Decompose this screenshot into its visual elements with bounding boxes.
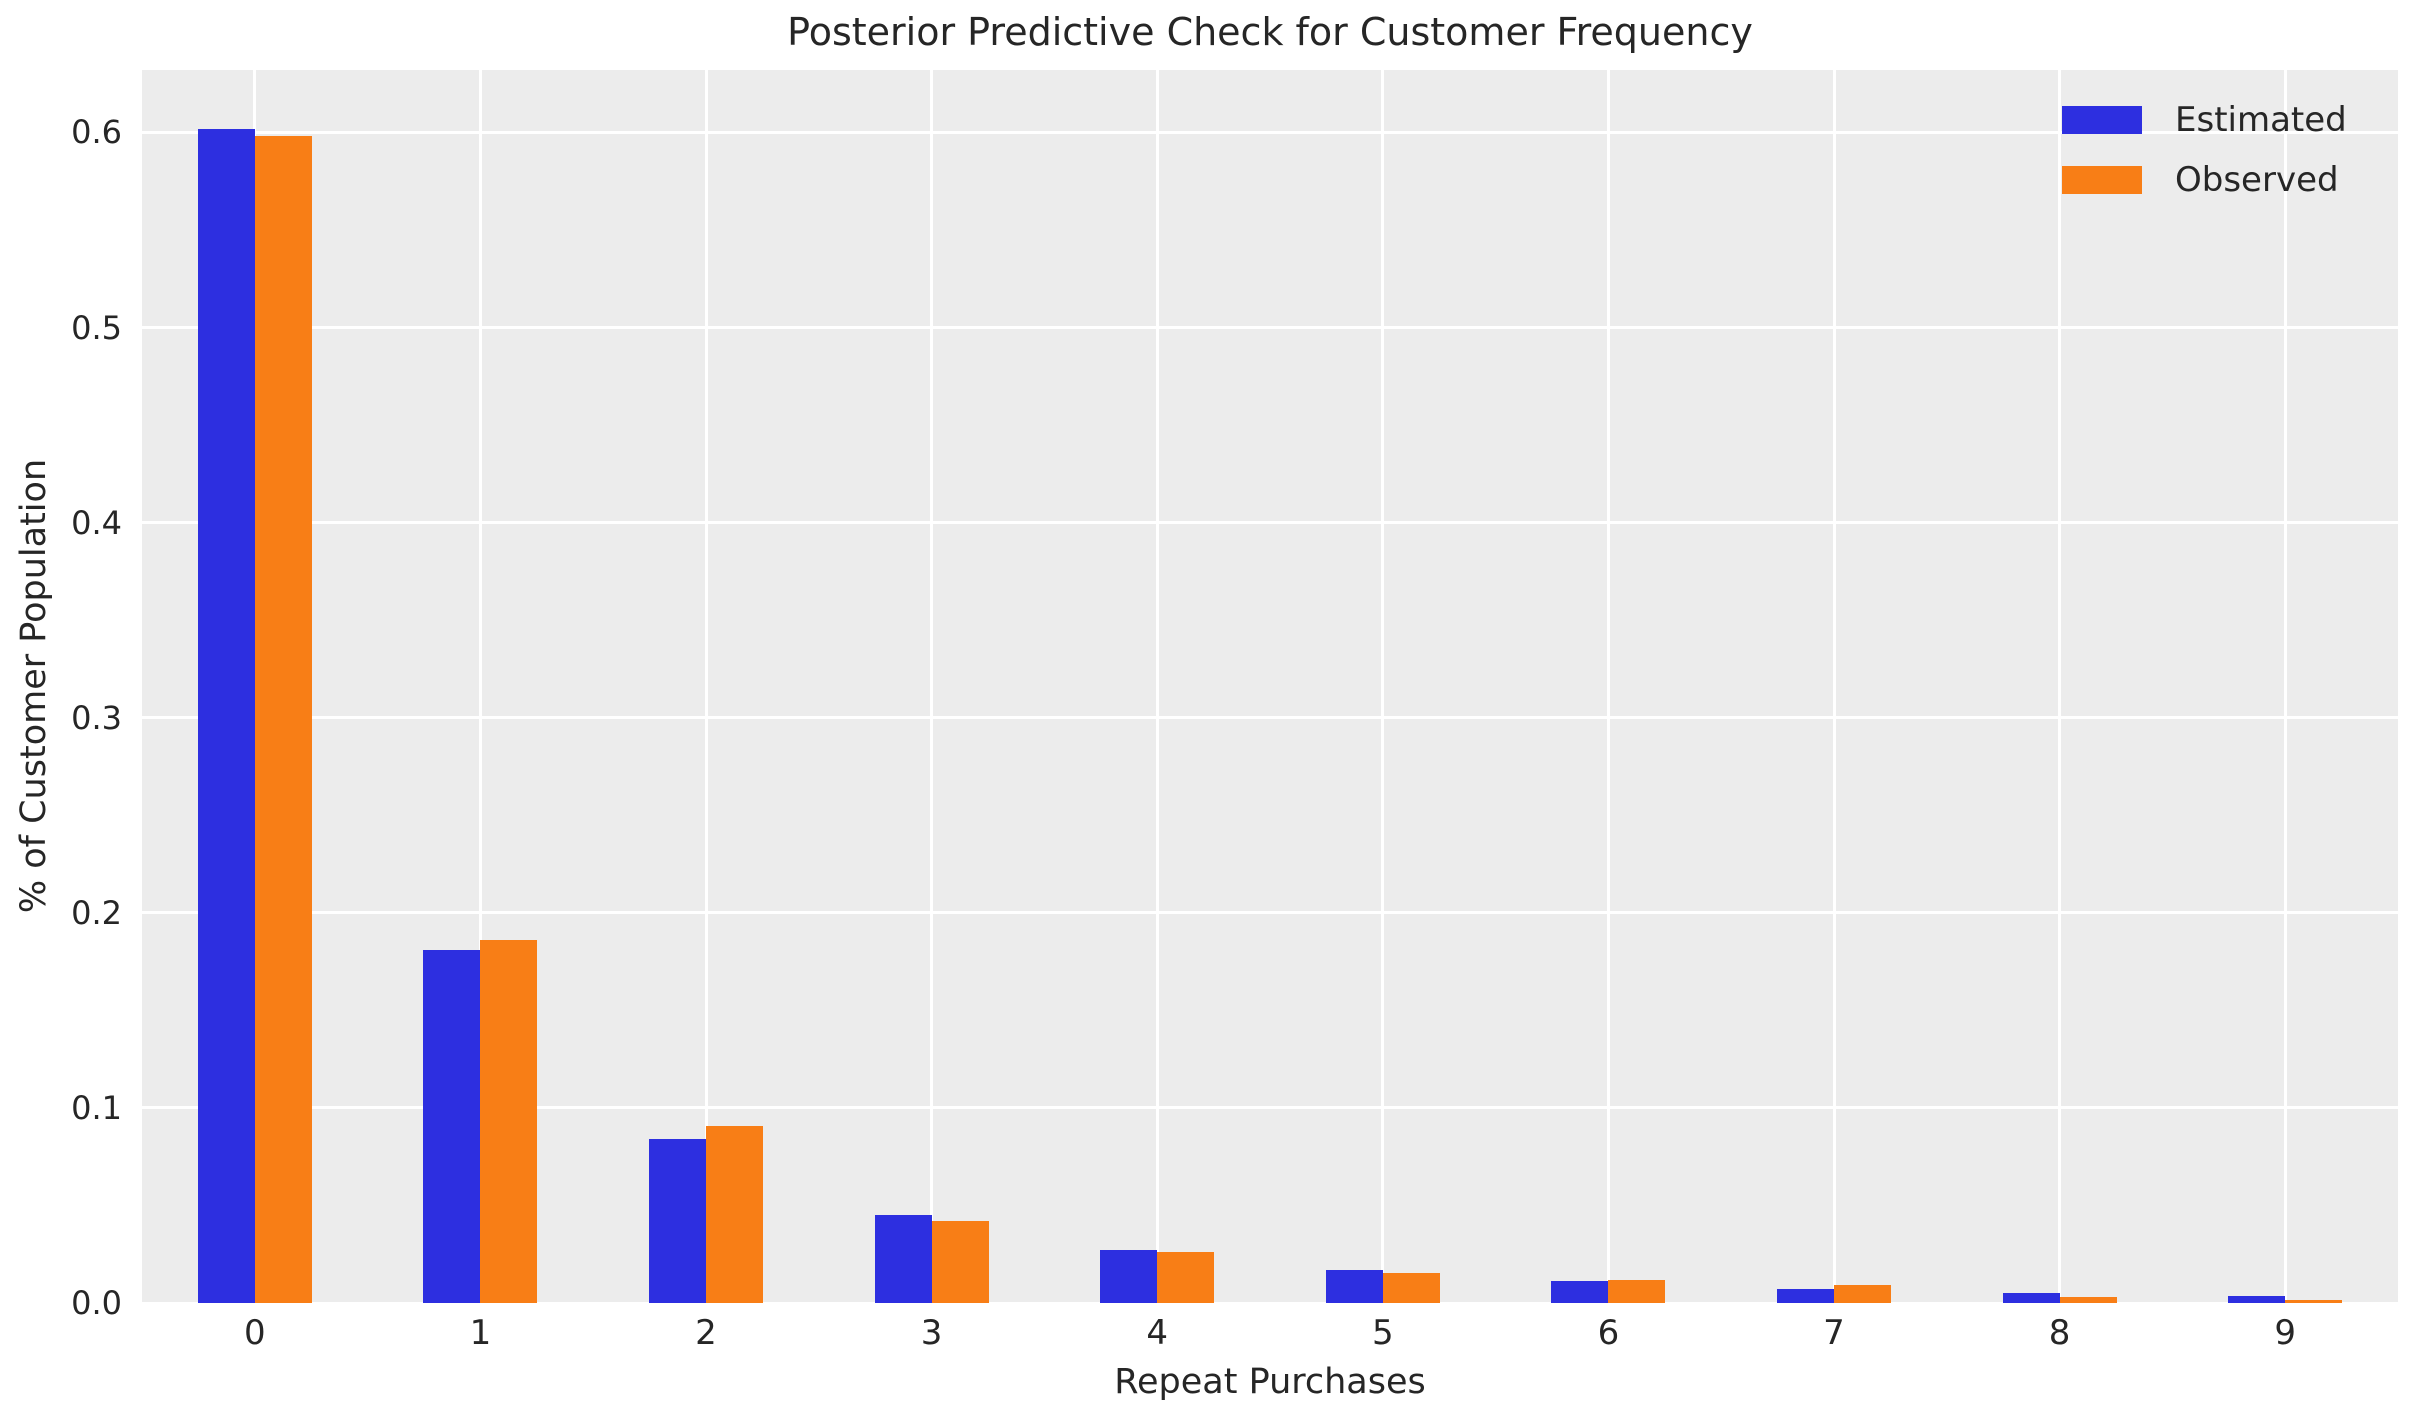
y-tick-label: 0.6 [71, 113, 122, 152]
x-tick-label: 8 [2048, 1313, 2071, 1353]
x-tick-label: 1 [469, 1313, 492, 1353]
y-gridline-0.5 [142, 326, 2398, 330]
bar-estimated-2 [649, 1139, 706, 1303]
y-gridline-0.4 [142, 521, 2398, 525]
x-tick-label: 6 [1597, 1313, 1620, 1353]
x-axis-label: Repeat Purchases [1114, 1362, 1426, 1402]
bar-estimated-1 [423, 949, 481, 1303]
x-tick-label: 2 [695, 1313, 717, 1353]
x-gridline-9 [2283, 70, 2287, 1303]
bar-estimated-3 [874, 1215, 932, 1303]
x-gridline-5 [1381, 70, 1385, 1303]
y-tick-label: 0.1 [71, 1088, 122, 1127]
bar-estimated-7 [1777, 1289, 1834, 1303]
x-tick-label: 3 [920, 1313, 943, 1353]
x-gridline-8 [2058, 70, 2062, 1303]
legend-label: Estimated [2175, 100, 2347, 140]
legend: Estimated Observed [2062, 93, 2347, 213]
bar-observed-0 [254, 136, 312, 1303]
y-gridline-0.2 [142, 911, 2398, 915]
bar-observed-1 [480, 940, 538, 1303]
x-tick-label: 4 [1146, 1313, 1169, 1353]
legend-entry-observed: Observed [2062, 153, 2347, 207]
y-gridline-0.1 [142, 1106, 2398, 1110]
x-tick-label: 5 [1371, 1313, 1394, 1353]
x-gridline-6 [1606, 70, 1610, 1303]
bar-estimated-8 [2002, 1293, 2060, 1303]
x-tick-label: 9 [2274, 1313, 2297, 1353]
legend-label: Observed [2175, 160, 2339, 200]
x-gridline-2 [704, 70, 708, 1303]
x-tick-label: 7 [1823, 1313, 1845, 1353]
plot-area [142, 70, 2398, 1303]
bar-observed-6 [1608, 1279, 1666, 1303]
bar-observed-8 [2059, 1297, 2117, 1303]
y-tick-label: 0.0 [71, 1284, 122, 1322]
bar-estimated-4 [1100, 1250, 1158, 1303]
y-tick-label: 0.5 [71, 308, 122, 347]
legend-entry-estimated: Estimated [2062, 93, 2347, 147]
bar-estimated-5 [1325, 1269, 1383, 1303]
chart-title: Posterior Predictive Check for Customer … [787, 10, 1753, 54]
bar-observed-2 [706, 1126, 763, 1303]
y-gridline-0.3 [142, 716, 2398, 720]
x-tick-label: 0 [243, 1313, 266, 1353]
bar-observed-3 [931, 1221, 989, 1303]
legend-swatch-observed [2062, 166, 2142, 194]
y-tick-label: 0.2 [71, 893, 122, 932]
bar-estimated-9 [2228, 1296, 2286, 1303]
bar-observed-7 [1834, 1285, 1891, 1303]
legend-swatch-estimated [2062, 106, 2142, 134]
bar-estimated-0 [197, 128, 255, 1303]
bar-observed-4 [1157, 1252, 1215, 1303]
y-gridline-0.0 [142, 1301, 2398, 1303]
x-gridline-1 [478, 70, 482, 1303]
bar-observed-9 [2285, 1300, 2343, 1303]
y-tick-label: 0.4 [71, 503, 122, 542]
bar-estimated-6 [1551, 1280, 1609, 1303]
x-gridline-7 [1832, 70, 1836, 1303]
bar-observed-5 [1382, 1272, 1440, 1303]
y-tick-label: 0.3 [71, 698, 122, 737]
x-gridline-4 [1155, 70, 1159, 1303]
y-gridline-0.6 [142, 130, 2398, 134]
x-gridline-3 [930, 70, 934, 1303]
